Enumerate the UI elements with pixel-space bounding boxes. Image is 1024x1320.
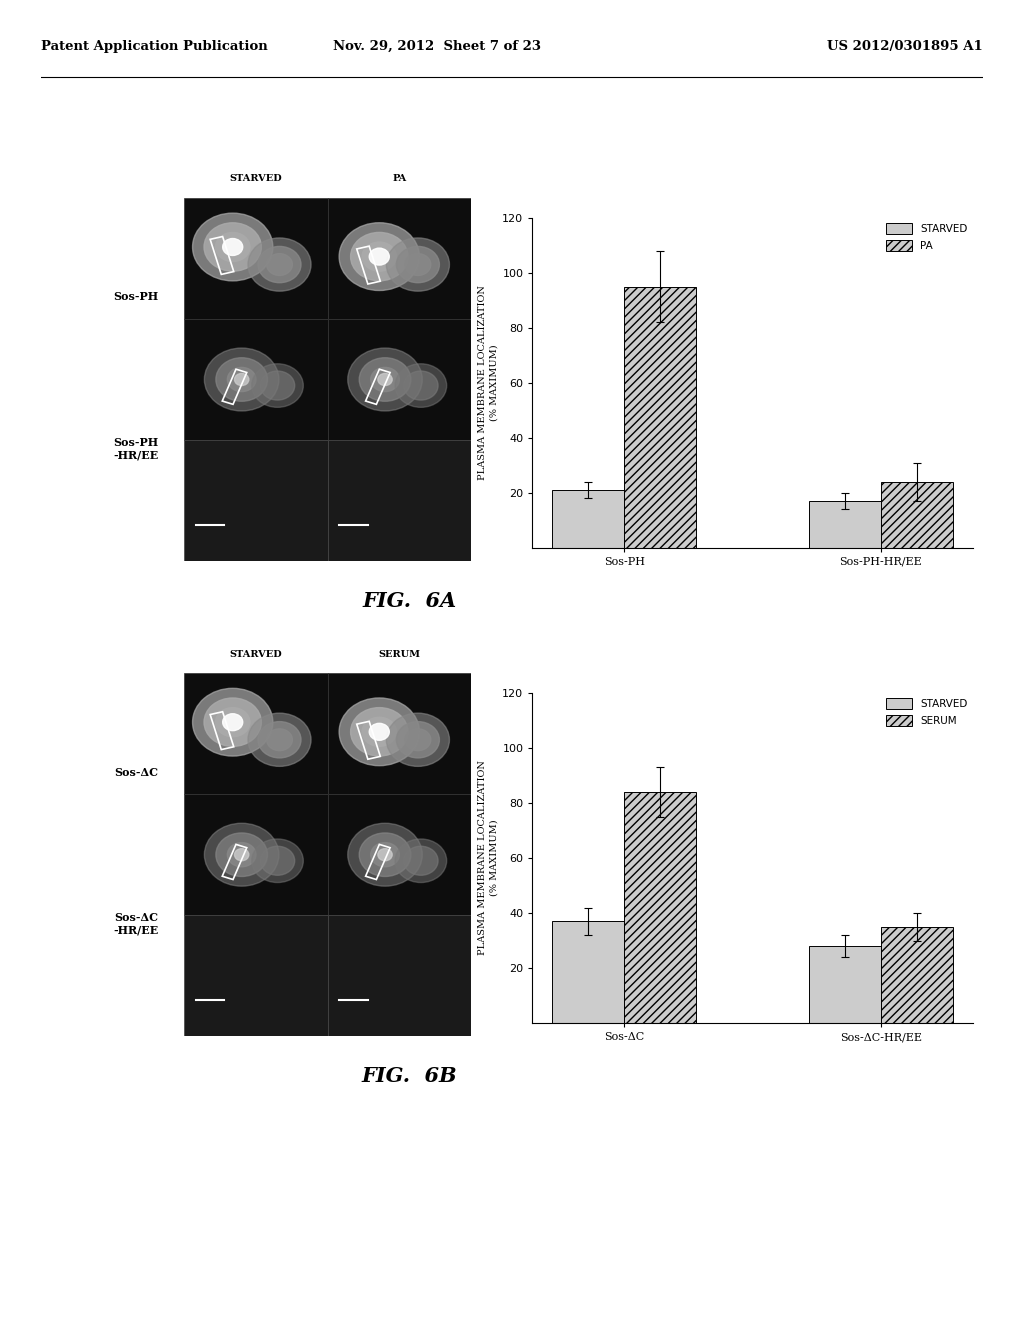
Circle shape — [339, 223, 420, 290]
Circle shape — [266, 253, 293, 276]
Circle shape — [204, 698, 261, 746]
Circle shape — [406, 253, 431, 276]
Bar — [328, 440, 471, 561]
Circle shape — [371, 842, 399, 867]
Bar — [210, 236, 233, 275]
Circle shape — [248, 713, 311, 767]
Circle shape — [395, 364, 446, 408]
Bar — [809, 502, 881, 548]
Circle shape — [350, 232, 408, 281]
Circle shape — [370, 723, 389, 741]
Circle shape — [222, 714, 243, 731]
Circle shape — [350, 708, 408, 756]
Bar — [328, 198, 471, 319]
Bar — [881, 927, 952, 1023]
Circle shape — [252, 840, 303, 883]
Bar — [625, 286, 696, 548]
Text: FIG.  6A: FIG. 6A — [362, 590, 457, 611]
Bar — [184, 673, 328, 795]
Circle shape — [378, 374, 392, 385]
Text: Nov. 29, 2012  Sheet 7 of 23: Nov. 29, 2012 Sheet 7 of 23 — [333, 40, 541, 53]
Bar — [809, 946, 881, 1023]
Bar — [625, 792, 696, 1023]
Bar — [210, 711, 233, 750]
Circle shape — [362, 717, 396, 746]
Circle shape — [216, 358, 267, 401]
Bar — [328, 319, 471, 440]
Bar — [366, 370, 390, 404]
Bar — [553, 490, 625, 548]
Circle shape — [266, 729, 293, 751]
Circle shape — [371, 367, 399, 392]
Circle shape — [193, 688, 272, 756]
Bar — [328, 673, 471, 795]
Circle shape — [396, 722, 439, 758]
Bar — [184, 198, 328, 319]
Circle shape — [216, 833, 267, 876]
Bar — [366, 845, 390, 879]
Circle shape — [204, 223, 261, 271]
Circle shape — [227, 842, 256, 867]
Text: Sos-PH
-HR/EE: Sos-PH -HR/EE — [114, 437, 159, 461]
Text: STARVED: STARVED — [229, 649, 283, 659]
Circle shape — [406, 729, 431, 751]
Text: SERUM: SERUM — [378, 649, 421, 659]
Bar — [356, 721, 380, 759]
Circle shape — [403, 846, 438, 875]
Circle shape — [227, 367, 256, 392]
Circle shape — [234, 374, 249, 385]
Text: STARVED: STARVED — [229, 174, 283, 183]
Circle shape — [396, 247, 439, 282]
Circle shape — [215, 708, 250, 737]
Circle shape — [252, 364, 303, 408]
Bar — [184, 319, 328, 440]
Bar — [222, 845, 247, 879]
Circle shape — [395, 840, 446, 883]
Text: Sos-PH: Sos-PH — [114, 292, 159, 302]
Circle shape — [222, 239, 243, 256]
Circle shape — [205, 348, 279, 411]
Bar — [553, 921, 625, 1023]
Circle shape — [193, 213, 272, 281]
Bar — [881, 482, 952, 548]
Legend: STARVED, SERUM: STARVED, SERUM — [886, 698, 968, 726]
Text: Patent Application Publication: Patent Application Publication — [41, 40, 267, 53]
Text: Sos-ΔC: Sos-ΔC — [115, 767, 159, 777]
Y-axis label: PLASMA MEMBRANE LOCALIZATION
(% MAXIMUM): PLASMA MEMBRANE LOCALIZATION (% MAXIMUM) — [478, 760, 498, 956]
Circle shape — [362, 242, 396, 271]
Circle shape — [359, 833, 411, 876]
Circle shape — [339, 698, 420, 766]
Circle shape — [260, 846, 295, 875]
Text: Sos-ΔC
-HR/EE: Sos-ΔC -HR/EE — [114, 912, 159, 936]
Bar — [328, 915, 471, 1036]
Circle shape — [258, 722, 301, 758]
Circle shape — [403, 371, 438, 400]
Circle shape — [386, 713, 450, 767]
Bar — [356, 246, 380, 284]
Circle shape — [215, 232, 250, 261]
Circle shape — [370, 248, 389, 265]
Legend: STARVED, PA: STARVED, PA — [886, 223, 968, 251]
Bar — [184, 915, 328, 1036]
Bar — [184, 795, 328, 915]
Text: PA: PA — [392, 174, 407, 183]
Circle shape — [260, 371, 295, 400]
Text: US 2012/0301895 A1: US 2012/0301895 A1 — [827, 40, 983, 53]
Bar — [222, 370, 247, 404]
Circle shape — [359, 358, 411, 401]
Circle shape — [234, 849, 249, 861]
Circle shape — [348, 348, 422, 411]
Circle shape — [378, 849, 392, 861]
Circle shape — [258, 247, 301, 282]
Bar — [184, 440, 328, 561]
Circle shape — [248, 238, 311, 292]
Text: FIG.  6B: FIG. 6B — [361, 1065, 458, 1086]
Y-axis label: PLASMA MEMBRANE LOCALIZATION
(% MAXIMUM): PLASMA MEMBRANE LOCALIZATION (% MAXIMUM) — [478, 285, 498, 480]
Bar — [328, 795, 471, 915]
Circle shape — [386, 238, 450, 292]
Circle shape — [205, 824, 279, 886]
Circle shape — [348, 824, 422, 886]
